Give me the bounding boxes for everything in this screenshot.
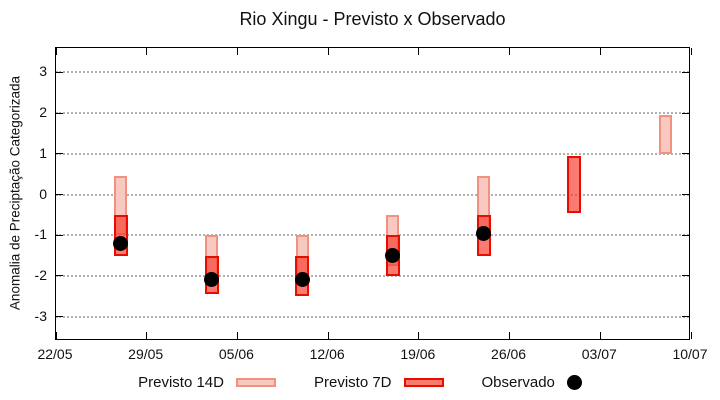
y-tick-label: 1: [39, 144, 47, 161]
x-tick-label: 12/06: [309, 346, 345, 362]
x-tick-label: 29/05: [128, 346, 164, 362]
y-tick-left: [56, 71, 63, 73]
gridline: [56, 274, 689, 277]
y-tick-label: -2: [34, 266, 47, 283]
y-tick-label: -3: [34, 307, 47, 324]
legend-previsto-14d-label: Previsto 14D: [138, 373, 224, 391]
bar-previsto-14d: [658, 115, 672, 154]
legend-item-observado: Observado: [482, 374, 582, 391]
x-tick-bottom: [599, 332, 601, 339]
gridline: [56, 234, 689, 237]
observado-dot: [294, 272, 310, 288]
y-tick-left: [56, 153, 63, 155]
observado-dot: [476, 225, 492, 241]
y-tick-label: 2: [39, 104, 47, 121]
x-tick-bottom: [146, 332, 148, 339]
gridline: [56, 315, 689, 318]
y-tick-right: [682, 71, 689, 73]
x-tick-label: 22/05: [37, 346, 73, 362]
y-tick-right: [682, 316, 689, 318]
y-tick-left: [56, 194, 63, 195]
x-tick-label: 19/06: [400, 346, 436, 362]
x-tick-label: 05/06: [218, 346, 254, 362]
chart-title: Rio Xingu - Previsto x Observado: [239, 9, 506, 29]
y-tick-label: -1: [34, 226, 47, 243]
gridline: [56, 152, 689, 155]
y-tick-left: [56, 112, 63, 114]
y-tick-left: [56, 275, 63, 277]
plot-area: [55, 47, 692, 340]
observado-marker: [566, 374, 582, 390]
x-tick-top: [599, 48, 601, 55]
x-tick-top: [690, 48, 692, 55]
y-tick-right: [682, 234, 689, 236]
x-tick-top: [236, 48, 238, 55]
x-tick-top: [418, 48, 420, 55]
x-tick-top: [509, 48, 511, 55]
legend: Previsto 14D Previsto 7D Observado: [0, 369, 720, 395]
observado-dot: [204, 272, 219, 288]
previsto-14d-swatch: [235, 377, 276, 387]
y-tick-right: [682, 275, 689, 277]
legend-item-previsto-14d: Previsto 14D: [138, 374, 276, 391]
x-tick-top: [146, 48, 148, 55]
observado-dot: [385, 248, 401, 264]
x-tick-bottom: [418, 332, 420, 339]
gridline: [56, 112, 689, 115]
y-tick-right: [682, 112, 689, 114]
y-tick-right: [682, 194, 689, 195]
x-tick-bottom: [55, 332, 57, 339]
gridline: [56, 193, 689, 196]
x-tick-bottom: [236, 332, 238, 339]
x-tick-top: [55, 48, 57, 55]
y-tick-label: 3: [39, 63, 47, 80]
legend-item-previsto-7d: Previsto 7D: [314, 374, 444, 391]
gridline: [56, 71, 689, 74]
legend-observado-label: Observado: [481, 373, 555, 391]
x-tick-label: 26/06: [491, 346, 527, 362]
previsto-7d-swatch: [403, 377, 444, 387]
y-tick-label: 0: [39, 185, 47, 202]
bar-previsto-7d: [567, 155, 582, 213]
y-tick-right: [682, 153, 689, 155]
y-tick-left: [56, 316, 63, 318]
legend-previsto-7d-label: Previsto 7D: [313, 373, 392, 391]
x-tick-bottom: [509, 332, 511, 339]
x-tick-bottom: [327, 332, 329, 339]
x-tick-top: [327, 48, 329, 55]
observado-dot: [113, 235, 129, 251]
x-tick-bottom: [690, 332, 692, 339]
x-tick-label: 10/07: [672, 346, 708, 362]
x-tick-label: 03/07: [581, 346, 617, 362]
y-tick-left: [56, 234, 63, 236]
